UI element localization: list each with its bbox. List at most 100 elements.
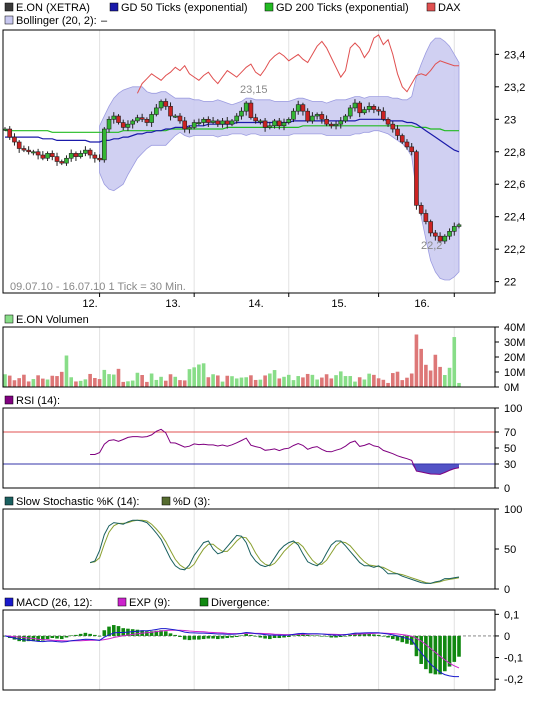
candle xyxy=(423,209,429,225)
candle-body xyxy=(139,117,145,120)
candle-body xyxy=(319,114,325,120)
price-panel: 23,4 23,2 23 22,8 22,6 22,4 22,2 22 12. 13. 14. 15… xyxy=(2,29,525,310)
volume-bar xyxy=(395,371,400,387)
divergence-bar xyxy=(348,634,353,636)
candle-body xyxy=(276,120,282,127)
candle-body xyxy=(371,106,377,110)
stochastic-panel: Slow Stochastic %K (14): %D (3): 100 50 0 xyxy=(2,496,522,596)
candle-body xyxy=(158,101,164,109)
divergence-bar xyxy=(277,635,282,639)
divergence-bar xyxy=(17,635,21,642)
candle-body xyxy=(300,104,306,112)
candle-body xyxy=(7,128,13,138)
volume-bar xyxy=(310,374,315,387)
candle xyxy=(201,117,206,127)
volume-bar xyxy=(45,379,50,387)
candle-body xyxy=(229,120,235,125)
divergence-bar xyxy=(428,635,433,674)
volume-bar xyxy=(140,375,144,387)
candle xyxy=(414,149,419,210)
legend-swatch-dax xyxy=(426,2,436,12)
divergence-bar xyxy=(282,635,286,638)
divergence-bar xyxy=(334,635,338,638)
candle xyxy=(305,108,310,123)
divergence-bar xyxy=(419,635,423,664)
legend-label-stoch-k: Slow Stochastic %K (14): xyxy=(16,496,140,508)
volume-bar xyxy=(55,376,59,387)
divergence-bar xyxy=(315,635,319,637)
candle-body xyxy=(399,135,405,143)
legend-swatch-volume xyxy=(4,314,14,324)
candle xyxy=(437,232,443,243)
macd-line xyxy=(4,628,459,678)
candle xyxy=(220,117,225,128)
legend-label-bollinger: Bollinger (20, 2): xyxy=(16,15,97,27)
candle xyxy=(111,112,117,124)
y-tick-label: 0 xyxy=(504,631,510,643)
legend-label-dax: DAX xyxy=(438,2,461,14)
candle-body xyxy=(414,151,419,206)
divergence-bar xyxy=(69,635,74,637)
candle-body xyxy=(366,106,372,110)
candle-body xyxy=(258,120,263,123)
divergence-bar xyxy=(168,633,173,636)
y-tick-label: 23,4 xyxy=(504,49,525,61)
candle-body xyxy=(409,146,415,153)
candle xyxy=(286,117,292,125)
candle xyxy=(149,111,154,127)
volume-bar xyxy=(182,380,187,387)
y-tick-label: 0 xyxy=(504,483,510,495)
candle-body xyxy=(243,102,249,112)
candle xyxy=(130,118,135,129)
volume-bar xyxy=(244,377,248,387)
candle-body xyxy=(343,115,348,122)
candle xyxy=(154,104,159,117)
candle-body xyxy=(456,224,462,227)
volume-bar xyxy=(216,375,220,387)
candle-body xyxy=(111,115,117,120)
candle-body xyxy=(253,117,258,122)
legend-swatch-gd50 xyxy=(109,2,119,12)
divergence-bar xyxy=(447,635,452,667)
candle-body xyxy=(130,120,135,125)
legend-swatch-bollinger xyxy=(4,15,14,25)
volume-bar xyxy=(149,373,154,387)
candle xyxy=(310,112,315,124)
candle xyxy=(73,151,79,162)
divergence-bar xyxy=(59,635,64,640)
candle xyxy=(267,121,273,130)
candle xyxy=(371,104,377,114)
divergence-bar xyxy=(97,635,102,637)
rsi-y-ticks: 100 70 50 30 0 xyxy=(495,403,522,495)
legend-label-stoch-d: %D (3): xyxy=(173,496,210,508)
candle xyxy=(102,127,107,163)
candle xyxy=(64,155,69,166)
divergence-bar xyxy=(225,635,230,639)
volume-bar xyxy=(17,378,21,387)
candle xyxy=(442,234,448,244)
volume-bar xyxy=(69,377,74,387)
candle-body xyxy=(224,120,230,125)
divergence-bar xyxy=(324,635,329,637)
volume-bar xyxy=(59,371,64,387)
divergence-bar xyxy=(116,626,121,636)
volume-bar xyxy=(372,374,376,387)
candle-body xyxy=(59,161,65,164)
x-tick-label: 12. xyxy=(82,298,97,310)
candle-body xyxy=(45,153,50,159)
volume-bar xyxy=(268,373,272,387)
candle-body xyxy=(154,107,159,115)
divergence-bar xyxy=(163,631,168,636)
volume-bar xyxy=(192,367,196,387)
legend-swatch-stoch-k xyxy=(4,496,14,506)
candle xyxy=(40,151,46,161)
volume-bar xyxy=(315,379,319,387)
divergence-bar xyxy=(338,635,343,637)
candle-body xyxy=(324,118,329,125)
volume-bar xyxy=(249,375,253,387)
candle-body xyxy=(83,149,88,154)
divergence-bar xyxy=(173,634,178,636)
candle-body xyxy=(191,122,197,128)
candle-body xyxy=(272,120,277,127)
y-tick-label: -0,1 xyxy=(504,653,523,665)
